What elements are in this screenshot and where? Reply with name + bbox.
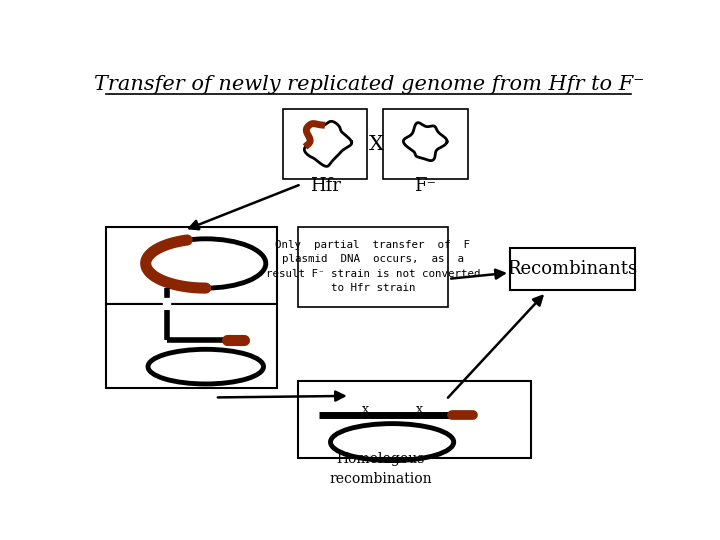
Text: Only  partial  transfer  of  F
plasmid  DNA  occurs,  as  a
result F⁻ strain is : Only partial transfer of F plasmid DNA o… (266, 240, 480, 293)
Text: x: x (415, 403, 423, 416)
FancyBboxPatch shape (106, 226, 276, 303)
Text: Hfr: Hfr (310, 178, 341, 195)
Text: Recombinants: Recombinants (507, 260, 637, 278)
FancyBboxPatch shape (510, 248, 634, 291)
Text: x: x (361, 403, 369, 416)
Text: F⁻: F⁻ (414, 178, 436, 195)
FancyBboxPatch shape (283, 110, 367, 179)
FancyBboxPatch shape (298, 381, 531, 457)
Text: X: X (369, 134, 383, 153)
FancyBboxPatch shape (298, 226, 449, 307)
Text: Transfer of newly replicated genome from Hfr to F⁻: Transfer of newly replicated genome from… (94, 75, 644, 93)
FancyBboxPatch shape (106, 303, 276, 388)
FancyBboxPatch shape (383, 110, 467, 179)
Text: Homologous
recombination: Homologous recombination (329, 453, 432, 486)
